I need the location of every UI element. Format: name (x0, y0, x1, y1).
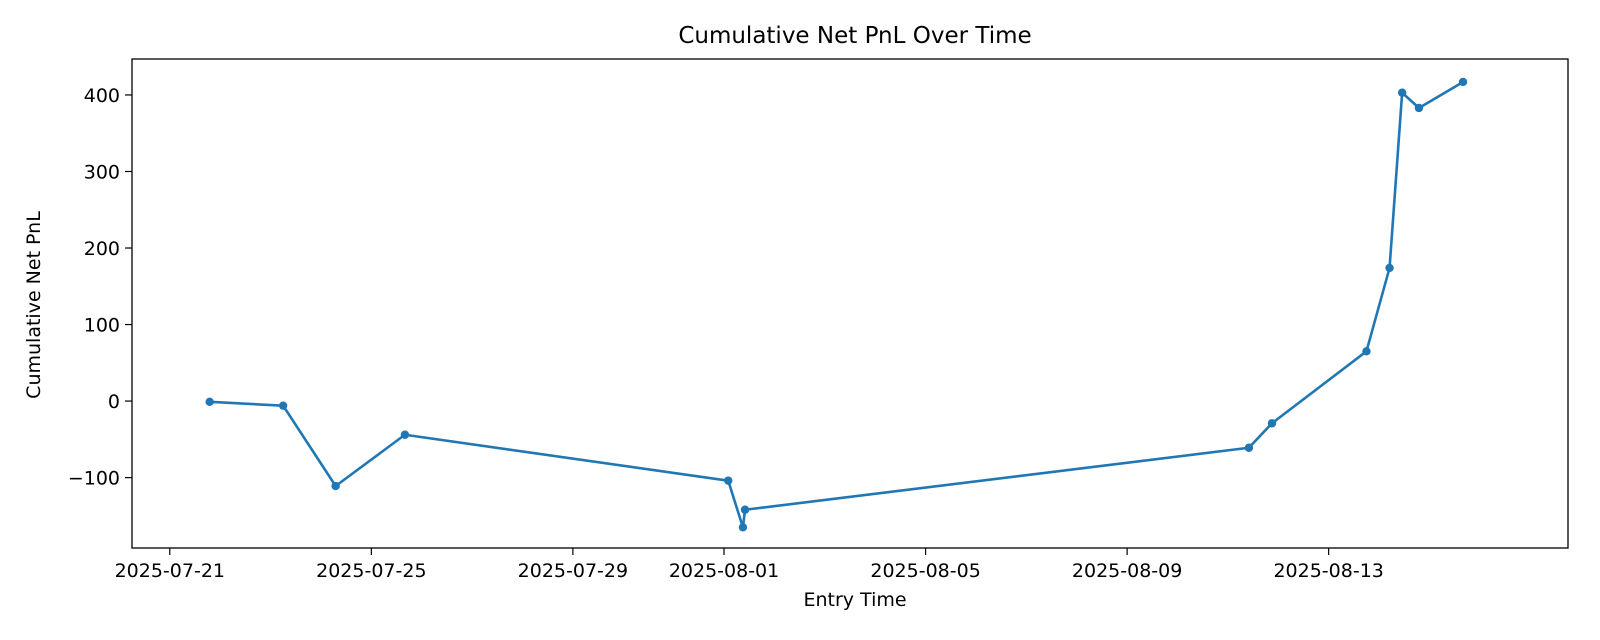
data-point (331, 481, 340, 491)
data-point (278, 401, 288, 410)
data-point (1414, 103, 1424, 113)
plot-frame (131, 58, 1569, 549)
data-point (400, 430, 410, 439)
x-tick-label: 2025-08-13 (1273, 560, 1383, 582)
data-point (1267, 419, 1277, 428)
data-point (1385, 263, 1394, 273)
data-point (724, 476, 733, 485)
x-tick-label: 2025-07-21 (115, 560, 225, 582)
y-tick-label: 400 (84, 85, 120, 107)
x-axis-title: Entry Time (803, 589, 906, 611)
x-tick-label: 2025-08-09 (1072, 560, 1182, 582)
plot-area: 400 300 200 100 0 −100 2025-07-21 2025-07-25 202… (68, 58, 1569, 582)
data-point (205, 397, 214, 407)
y-tick-label: 100 (84, 315, 120, 337)
y-axis-title: Cumulative Net PnL (23, 211, 45, 399)
y-tick-label: −100 (68, 468, 120, 490)
x-tick-label: 2025-07-29 (518, 560, 628, 582)
x-tick-label: 2025-07-25 (316, 560, 426, 582)
y-tick-label: 200 (84, 238, 120, 260)
x-tick-label: 2025-08-05 (870, 560, 980, 582)
y-tick-label: 0 (108, 391, 120, 413)
chart-title: Cumulative Net PnL Over Time (678, 23, 1031, 49)
series-line (209, 80, 1464, 529)
x-tick-label: 2025-08-01 (669, 560, 779, 582)
data-point (1397, 88, 1407, 97)
data-point (1458, 77, 1468, 87)
data-point (738, 523, 748, 532)
data-point (740, 505, 750, 514)
data-point (1362, 347, 1371, 356)
data-point (1244, 443, 1254, 452)
y-tick-label: 300 (84, 161, 120, 183)
